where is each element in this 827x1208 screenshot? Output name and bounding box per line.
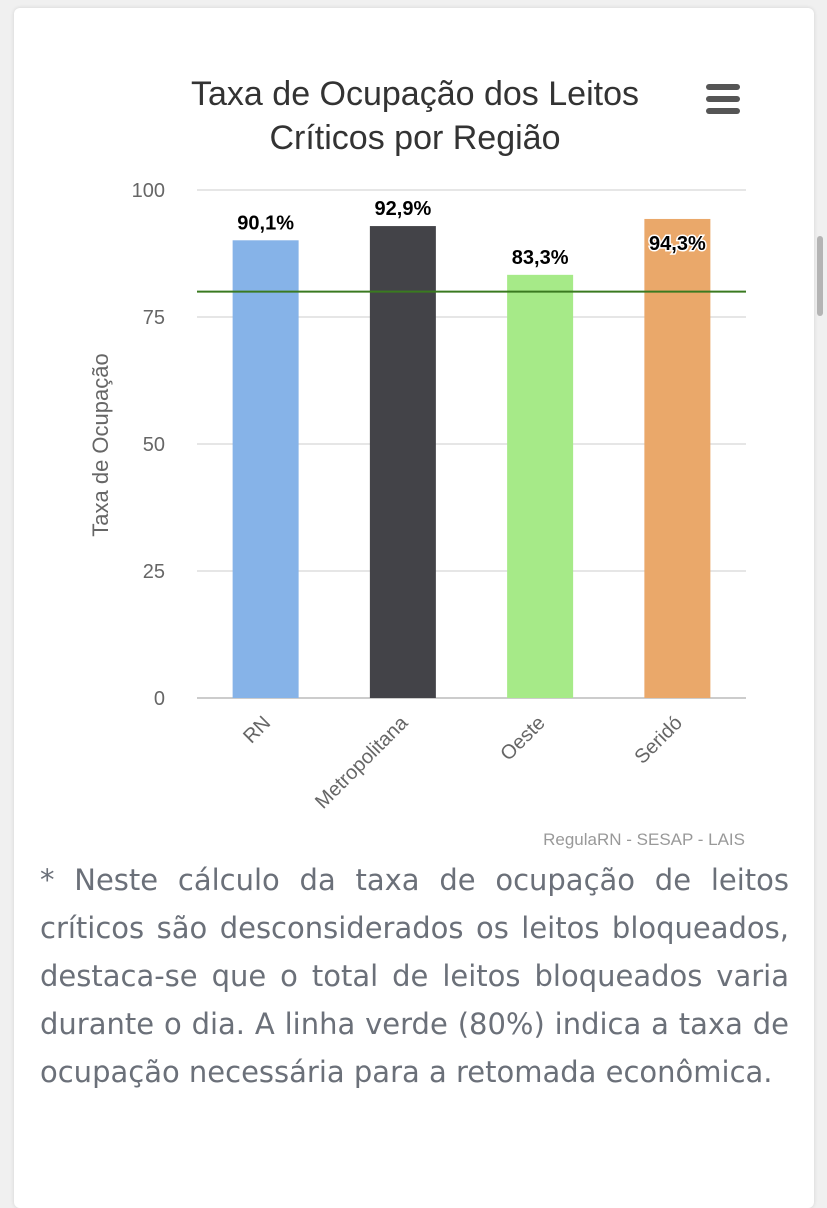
y-axis-label: Taxa de Ocupação [88, 353, 113, 536]
bar-metropolitana [369, 226, 436, 698]
data-label: 83,3% [512, 247, 569, 269]
bar-chart: 0 25 50 75 100 Taxa de Ocupação 90,1% RN 92,9% Me… [88, 180, 746, 849]
y-tick-label: 75 [143, 307, 165, 329]
y-tick-label: 50 [143, 434, 165, 456]
chart-title: Taxa de Ocupação dos Leitos Críticos por… [191, 75, 639, 157]
bar-seridó [644, 218, 711, 698]
data-label: 92,9% [375, 198, 432, 220]
x-tick-label: Oeste [496, 712, 549, 765]
x-tick-label: RN [239, 712, 275, 748]
hamburger-menu-icon [706, 84, 740, 90]
y-tick-label: 25 [143, 561, 165, 583]
y-tick-label: 100 [132, 180, 165, 202]
x-tick-label: Metropolitana [311, 711, 413, 813]
chart-menu-button[interactable] [700, 80, 744, 118]
footnote-text: * Neste cálculo da taxa de ocupação de l… [40, 863, 789, 1089]
chart-credits: RegulaRN - SESAP - LAIS [543, 830, 745, 849]
data-label: 94,3% [649, 233, 706, 255]
bar-oeste [507, 274, 574, 698]
y-tick-label: 0 [154, 688, 165, 710]
x-tick-label: Seridó [630, 712, 686, 768]
bar-rn [232, 240, 299, 699]
page-scrollbar[interactable] [817, 236, 823, 316]
data-label: 90,1% [237, 212, 294, 234]
